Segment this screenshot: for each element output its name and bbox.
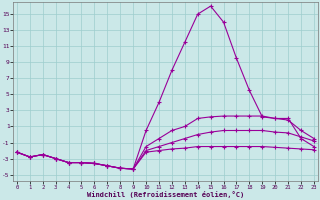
X-axis label: Windchill (Refroidissement éolien,°C): Windchill (Refroidissement éolien,°C) bbox=[87, 191, 244, 198]
